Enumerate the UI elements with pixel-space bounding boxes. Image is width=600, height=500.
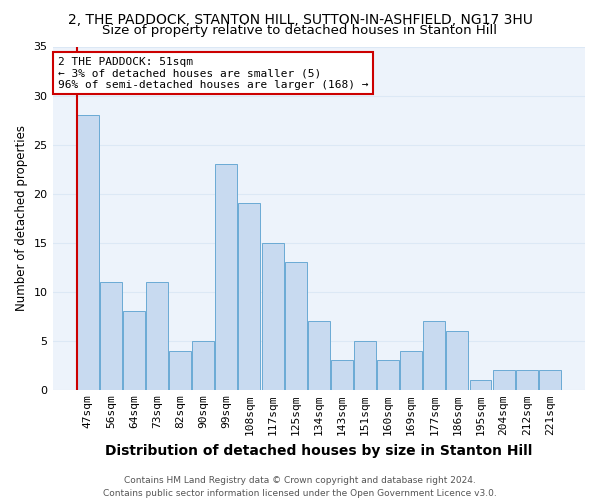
X-axis label: Distribution of detached houses by size in Stanton Hill: Distribution of detached houses by size … — [105, 444, 532, 458]
Bar — [238, 204, 260, 390]
Bar — [470, 380, 491, 390]
Bar — [539, 370, 561, 390]
Text: Size of property relative to detached houses in Stanton Hill: Size of property relative to detached ho… — [103, 24, 497, 37]
Bar — [377, 360, 399, 390]
Bar — [146, 282, 168, 390]
Bar — [77, 115, 98, 390]
Bar — [262, 242, 284, 390]
Bar — [400, 350, 422, 390]
Bar — [169, 350, 191, 390]
Bar — [493, 370, 515, 390]
Bar — [354, 341, 376, 390]
Text: 2, THE PADDOCK, STANTON HILL, SUTTON-IN-ASHFIELD, NG17 3HU: 2, THE PADDOCK, STANTON HILL, SUTTON-IN-… — [68, 12, 532, 26]
Y-axis label: Number of detached properties: Number of detached properties — [15, 125, 28, 311]
Bar — [123, 312, 145, 390]
Bar — [424, 321, 445, 390]
Bar — [192, 341, 214, 390]
Bar — [100, 282, 122, 390]
Bar — [308, 321, 330, 390]
Bar — [446, 331, 469, 390]
Text: Contains HM Land Registry data © Crown copyright and database right 2024.
Contai: Contains HM Land Registry data © Crown c… — [103, 476, 497, 498]
Bar — [331, 360, 353, 390]
Bar — [516, 370, 538, 390]
Bar — [284, 262, 307, 390]
Bar — [215, 164, 238, 390]
Text: 2 THE PADDOCK: 51sqm
← 3% of detached houses are smaller (5)
96% of semi-detache: 2 THE PADDOCK: 51sqm ← 3% of detached ho… — [58, 57, 368, 90]
